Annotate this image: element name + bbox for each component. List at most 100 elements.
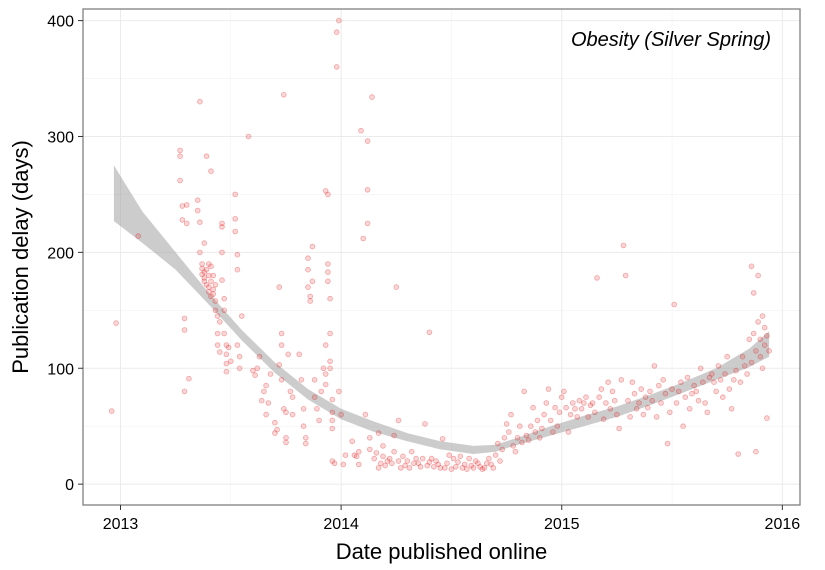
data-point <box>532 429 539 435</box>
data-point <box>278 342 285 348</box>
data-point <box>250 367 256 374</box>
data-point <box>333 29 340 36</box>
data-point <box>717 376 724 383</box>
data-point <box>300 423 307 430</box>
data-point <box>433 458 439 464</box>
data-point <box>329 458 336 464</box>
data-point <box>252 372 258 379</box>
data-point <box>325 261 331 267</box>
data-point <box>516 423 523 430</box>
data-point <box>325 269 331 275</box>
data-point <box>197 219 203 226</box>
data-point <box>614 411 620 418</box>
data-point <box>113 320 119 326</box>
data-point <box>289 394 296 401</box>
data-point <box>591 409 598 416</box>
data-point <box>135 233 142 239</box>
data-point <box>223 351 230 358</box>
data-point <box>234 266 241 273</box>
data-point <box>309 278 316 285</box>
data-point <box>719 394 726 401</box>
data-point <box>530 404 536 411</box>
data-point <box>459 465 466 471</box>
data-point <box>336 388 342 395</box>
data-point <box>223 368 230 375</box>
data-point <box>748 359 755 366</box>
data-point <box>283 439 289 446</box>
data-point <box>232 191 239 198</box>
data-point <box>300 405 307 412</box>
data-point <box>444 460 450 467</box>
data-point <box>572 405 578 412</box>
data-point <box>759 365 766 372</box>
data-point <box>309 243 316 250</box>
data-point <box>214 342 221 348</box>
data-point <box>311 394 318 401</box>
data-point <box>748 263 755 270</box>
data-point <box>569 400 576 406</box>
data-point <box>730 376 737 383</box>
data-point <box>521 388 527 395</box>
data-point <box>726 386 733 392</box>
data-point <box>499 446 506 453</box>
data-point <box>276 284 283 290</box>
data-point <box>327 295 333 302</box>
data-point <box>439 436 446 442</box>
data-point <box>232 228 239 235</box>
data-point <box>417 463 424 470</box>
data-point <box>263 411 269 418</box>
data-point <box>755 272 761 279</box>
data-point <box>728 405 735 412</box>
data-point <box>547 417 554 424</box>
data-point <box>221 295 228 302</box>
data-point <box>525 437 532 443</box>
data-point <box>708 371 715 377</box>
data-point <box>479 466 486 472</box>
data-point <box>177 177 183 184</box>
data-point <box>757 336 764 343</box>
data-point <box>527 423 534 430</box>
data-point <box>552 404 558 411</box>
data-point <box>647 388 653 395</box>
data-point <box>322 381 329 388</box>
data-point <box>737 379 744 386</box>
data-point <box>686 405 693 412</box>
data-point <box>605 379 611 386</box>
data-point <box>689 390 695 397</box>
data-point <box>214 313 221 319</box>
data-point <box>201 269 208 275</box>
data-point <box>327 358 333 365</box>
data-point <box>649 397 655 404</box>
data-point <box>217 349 223 355</box>
data-point <box>208 263 214 270</box>
x-axis-title: Date published online <box>336 539 548 564</box>
data-point <box>691 382 697 389</box>
data-point <box>576 397 583 404</box>
data-point <box>197 98 203 105</box>
data-point <box>536 434 543 441</box>
data-point <box>278 330 285 337</box>
data-point <box>759 313 766 319</box>
data-point <box>609 388 616 395</box>
data-point <box>697 365 704 372</box>
data-point <box>724 353 730 360</box>
data-point <box>603 400 609 406</box>
data-point <box>764 415 770 421</box>
data-point <box>201 240 208 246</box>
data-point <box>678 379 684 386</box>
data-point <box>362 411 369 418</box>
data-point <box>741 363 748 369</box>
data-point <box>446 452 453 459</box>
data-point <box>395 417 402 424</box>
data-point <box>563 404 569 411</box>
data-point <box>366 446 373 453</box>
data-point <box>616 425 622 432</box>
plot-panel-border <box>82 8 801 506</box>
data-point <box>203 153 210 160</box>
data-point <box>675 388 682 395</box>
data-point <box>267 371 274 377</box>
data-point <box>208 168 214 175</box>
data-point <box>206 261 212 267</box>
data-point <box>660 376 666 383</box>
data-point <box>636 400 642 406</box>
